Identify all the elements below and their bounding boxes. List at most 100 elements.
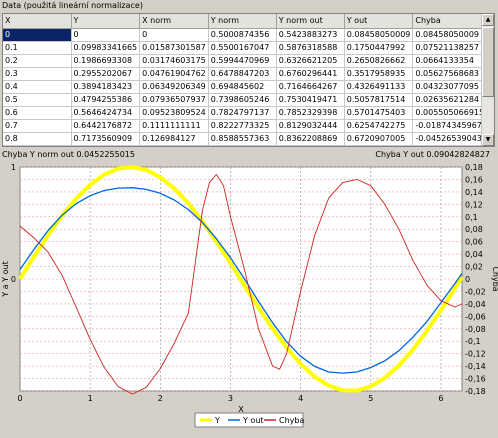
cell-y-out[interactable]: 0.5057817514 <box>344 93 414 107</box>
cell-y-out[interactable]: 0.5701475403 <box>344 106 414 120</box>
table-row[interactable]: 0 0 0 0.5000874356 0.5423883273 0.08458050009… <box>3 28 488 42</box>
cell-chyba[interactable]: 0.08458050009 <box>412 28 488 42</box>
scroll-up-arrow-icon[interactable]: ▲ <box>482 14 494 26</box>
x-axis-label: X <box>238 405 244 414</box>
y2-tick-label: 0,08 <box>465 225 483 234</box>
table-row[interactable]: 0.6 0.5646424734 0.09523809524 0.7824797137… <box>3 106 488 120</box>
scroll-down-arrow-icon[interactable]: ▼ <box>482 134 494 146</box>
column-header-chyba[interactable]: Chyba <box>412 14 488 29</box>
cell-y-norm[interactable]: 0.7398605246 <box>208 93 277 107</box>
cell-y-norm[interactable]: 0.8588557363 <box>208 132 277 146</box>
x-tick-label: 6 <box>438 394 443 403</box>
error-norm-label: Chyba Y norm out 0.0452255015 <box>2 150 135 159</box>
cell-y-norm-out[interactable]: 0.8362208869 <box>276 132 345 146</box>
cell-chyba[interactable]: -0.01874345967 <box>412 119 488 133</box>
cell-y-norm[interactable]: 0.5994470969 <box>208 54 277 68</box>
cell-x[interactable]: 0.6 <box>3 106 72 120</box>
column-header-x[interactable]: X <box>3 14 72 29</box>
cell-y[interactable]: 0.2955202067 <box>71 67 141 81</box>
cell-x-norm[interactable]: 0.03174603175 <box>139 54 209 68</box>
cell-x[interactable]: 0.7 <box>3 119 72 133</box>
table-row[interactable]: 0.1 0.09983341665 0.01587301587 0.550016704… <box>3 41 488 55</box>
y2-tick-label: 0,12 <box>465 200 483 209</box>
cell-y[interactable]: 0.6442176872 <box>71 119 141 133</box>
y-axis-label: Y a Y out <box>1 261 10 297</box>
cell-x-norm[interactable]: 0 <box>139 28 209 42</box>
cell-x-norm[interactable]: 0.09523809524 <box>139 106 209 120</box>
cell-y[interactable]: 0.3894183423 <box>71 80 141 94</box>
table-row[interactable]: 0.8 0.7173560909 0.126984127 0.8588557363 0.… <box>3 132 488 146</box>
cell-y-norm[interactable]: 0.6478847203 <box>208 67 277 81</box>
cell-x-norm[interactable]: 0.1111111111 <box>139 119 209 133</box>
cell-y-out[interactable]: 0.6254742275 <box>344 119 414 133</box>
cell-chyba[interactable]: 0.005505066915 <box>412 106 488 120</box>
cell-x[interactable]: 0.3 <box>3 67 72 81</box>
cell-x[interactable]: 0.5 <box>3 93 72 107</box>
cell-x[interactable]: 0.8 <box>3 132 72 146</box>
cell-y-norm-out[interactable]: 0.8129032444 <box>276 119 345 133</box>
column-header-y-out[interactable]: Y out <box>344 14 414 29</box>
y2-tick-label: -0,14 <box>465 362 486 371</box>
column-header-y-norm-out[interactable]: Y norm out <box>276 14 345 29</box>
cell-chyba[interactable]: -0.04526539043 <box>412 132 488 146</box>
cell-x[interactable]: 0.2 <box>3 54 72 68</box>
column-header-x-norm[interactable]: X norm <box>139 14 209 29</box>
cell-y-norm[interactable]: 0.5500167047 <box>208 41 277 55</box>
cell-y-out[interactable]: 0.6720907005 <box>344 132 414 146</box>
cell-chyba[interactable]: 0.04323077095 <box>412 80 488 94</box>
cell-chyba[interactable]: 0.02635621284 <box>412 93 488 107</box>
column-header-y-norm[interactable]: Y norm <box>208 14 277 29</box>
cell-y[interactable]: 0.09983341665 <box>71 41 141 55</box>
cell-y-norm-out[interactable]: 0.7852329398 <box>276 106 345 120</box>
cell-x[interactable]: 0.4 <box>3 80 72 94</box>
cell-chyba[interactable]: 0.0664133354 <box>412 54 488 68</box>
scrollbar-thumb[interactable] <box>482 27 494 97</box>
cell-y-out[interactable]: 0.08458050009 <box>344 28 414 42</box>
cell-y-norm[interactable]: 0.8222773325 <box>208 119 277 133</box>
table-row[interactable]: 0.4 0.3894183423 0.06349206349 0.694845602 0… <box>3 80 488 94</box>
cell-y-norm[interactable]: 0.5000874356 <box>208 28 277 42</box>
cell-x-norm[interactable]: 0.04761904762 <box>139 67 209 81</box>
cell-y-out[interactable]: 0.1750447992 <box>344 41 414 55</box>
chart: 0,18 0,16 0,14 0,12 0,1 0,08 0,06 0,04 0,02 0 -0,0… <box>1 163 498 428</box>
cell-x[interactable]: 0 <box>3 28 72 42</box>
column-header-y[interactable]: Y <box>71 14 141 29</box>
data-grid[interactable]: X Y X norm Y norm Y norm out Y out Chyba… <box>2 13 495 147</box>
cell-chyba[interactable]: 0.07521138257 <box>412 41 488 55</box>
y2-tick-label: -0,08 <box>465 325 486 334</box>
legend <box>194 412 304 428</box>
cell-y-norm-out[interactable]: 0.6760296441 <box>276 67 345 81</box>
cell-y-out[interactable]: 0.4326491133 <box>344 80 414 94</box>
series-line-y-out <box>19 187 463 374</box>
x-tick-label: 3 <box>228 394 233 403</box>
cell-y-norm-out[interactable]: 0.7530419471 <box>276 93 345 107</box>
cell-x-norm[interactable]: 0.07936507937 <box>139 93 209 107</box>
table-row[interactable]: 0.2 0.1986693308 0.03174603175 0.5994470969… <box>3 54 488 68</box>
cell-y-out[interactable]: 0.2650826662 <box>344 54 414 68</box>
cell-y-norm-out[interactable]: 0.6326621205 <box>276 54 345 68</box>
cell-y-norm-out[interactable]: 0.5876318588 <box>276 41 345 55</box>
vertical-scrollbar[interactable]: ▲ ▼ <box>481 14 494 146</box>
cell-y-norm-out[interactable]: 0.7164664267 <box>276 80 345 94</box>
cell-y-norm[interactable]: 0.7824797137 <box>208 106 277 120</box>
cell-y[interactable]: 0.1986693308 <box>71 54 141 68</box>
table-row[interactable]: 0.5 0.4794255386 0.07936507937 0.7398605246… <box>3 93 488 107</box>
cell-y-norm-out[interactable]: 0.5423883273 <box>276 28 345 42</box>
cell-y[interactable]: 0 <box>71 28 141 42</box>
cell-y[interactable]: 0.5646424734 <box>71 106 141 120</box>
cell-x-norm[interactable]: 0.01587301587 <box>139 41 209 55</box>
cell-x[interactable]: 0.1 <box>3 41 72 55</box>
cell-y-out[interactable]: 0.3517958935 <box>344 67 414 81</box>
group-title: Data (použitá lineární normalizace) <box>2 1 143 10</box>
cell-y[interactable]: 0.4794255386 <box>71 93 141 107</box>
table-row[interactable]: 0.7 0.6442176872 0.1111111111 0.8222773325 0… <box>3 119 488 133</box>
cell-x-norm[interactable]: 0.126984127 <box>139 132 209 146</box>
data-table: X Y X norm Y norm Y norm out Y out Chyba… <box>3 14 488 146</box>
cell-x-norm[interactable]: 0.06349206349 <box>139 80 209 94</box>
y2-tick-label: 0,04 <box>465 250 483 259</box>
cell-y[interactable]: 0.7173560909 <box>71 132 141 146</box>
y2-tick-label: 0,16 <box>465 175 483 184</box>
cell-y-norm[interactable]: 0.694845602 <box>208 80 277 94</box>
cell-chyba[interactable]: 0.05627568683 <box>412 67 488 81</box>
table-row[interactable]: 0.3 0.2955202067 0.04761904762 0.6478847203… <box>3 67 488 81</box>
